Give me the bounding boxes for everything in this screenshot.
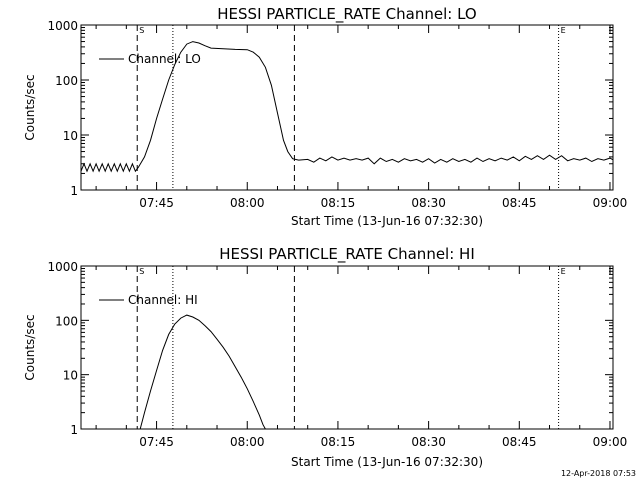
x-tick-label: 09:00 — [593, 196, 628, 210]
y-tick-label: 10 — [63, 129, 78, 143]
x-tick-label: 08:00 — [230, 435, 265, 449]
y-tick-label: 100 — [55, 74, 78, 88]
plot-frame — [80, 24, 614, 191]
generation-timestamp: 12-Apr-2018 07:53 — [561, 469, 636, 478]
panel-lo: HESSI PARTICLE_RATE Channel: LO 07:45 08:0… — [23, 5, 628, 228]
x-tick-label: 08:30 — [411, 196, 446, 210]
x-tick-label: 08:15 — [321, 435, 356, 449]
legend-label: Channel: HI — [128, 293, 198, 307]
y-axis-label: Counts/sec — [23, 74, 37, 140]
time-marker-label: E — [561, 267, 566, 276]
panel-hi: HESSI PARTICLE_RATE Channel: HI 07:45 08:0… — [23, 245, 627, 469]
x-tick-label: 08:45 — [502, 196, 537, 210]
x-axis-label: Start Time (13-Jun-16 07:32:30) — [291, 214, 483, 228]
x-tick-label: 07:45 — [139, 435, 174, 449]
y-tick-label: 1 — [70, 423, 78, 437]
chart-title: HESSI PARTICLE_RATE Channel: HI — [219, 245, 475, 264]
y-tick-label: 10 — [63, 369, 78, 383]
x-tick-label: 08:30 — [411, 435, 446, 449]
y-tick-label: 1 — [70, 184, 78, 198]
x-axis-label: Start Time (13-Jun-16 07:32:30) — [291, 455, 483, 469]
x-tick-label: 08:45 — [502, 435, 537, 449]
time-marker-label: E — [561, 26, 566, 35]
x-tick-label: 08:00 — [230, 196, 265, 210]
x-tick-label: 07:45 — [139, 196, 174, 210]
x-tick-label: 08:15 — [321, 196, 356, 210]
y-tick-label: 1000 — [47, 19, 78, 33]
chart-title: HESSI PARTICLE_RATE Channel: LO — [217, 5, 476, 24]
x-tick-label: 09:00 — [593, 435, 628, 449]
series-line — [81, 41, 613, 173]
plot-frame — [80, 265, 614, 430]
series-line — [139, 314, 266, 429]
y-axis-label: Counts/sec — [23, 314, 37, 380]
y-tick-label: 100 — [55, 314, 78, 328]
time-marker-label: S — [139, 26, 144, 35]
time-marker-label: S — [139, 267, 144, 276]
legend-label: Channel: LO — [128, 52, 201, 66]
y-tick-label: 1000 — [47, 260, 78, 274]
